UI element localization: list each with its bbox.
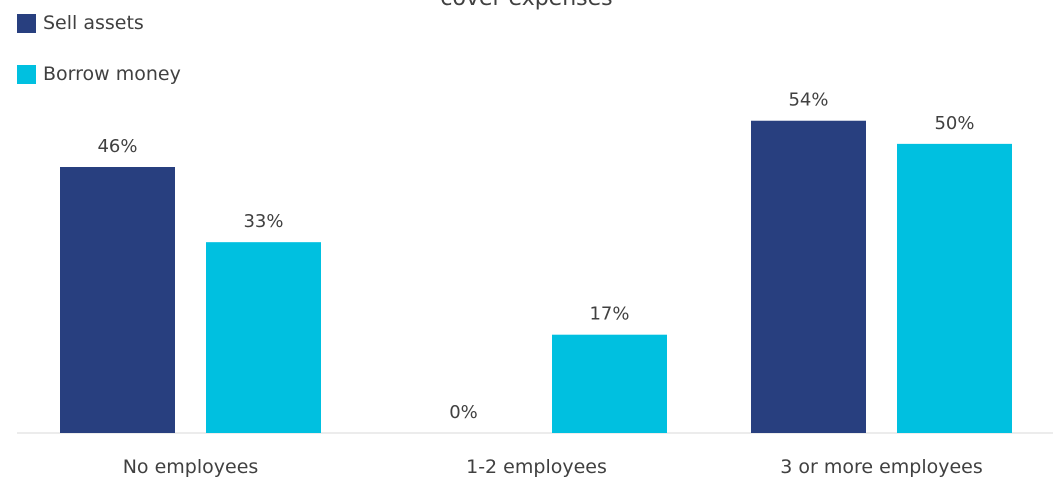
bar-sell-assets-no-employees (60, 167, 175, 433)
bar-borrow-money-no-employees (206, 242, 321, 433)
legend-swatch-sell-assets (17, 13, 36, 33)
legend-swatch-borrow-money (17, 64, 36, 84)
legend-label-sell-assets: Sell assets (43, 12, 144, 34)
data-label-borrow-money-3-or-more-employees: 50% (934, 113, 974, 134)
category-label-3-or-more-employees: 3 or more employees (780, 456, 983, 478)
legend-item-sell-assets: Sell assets (17, 12, 144, 34)
bar-borrow-money-1-2-employees (552, 334, 667, 433)
bar-borrow-money-3-or-more-employees (897, 143, 1012, 433)
data-label-sell-assets-no-employees: 46% (97, 136, 137, 157)
category-label-1-2-employees: 1-2 employees (466, 456, 607, 478)
data-label-sell-assets-3-or-more-employees: 54% (788, 90, 828, 111)
legend-label-borrow-money: Borrow money (43, 63, 181, 85)
chart-title: cover expenses (0, 0, 1053, 11)
data-label-borrow-money-no-employees: 33% (243, 211, 283, 232)
bar-sell-assets-3-or-more-employees (751, 120, 866, 433)
data-label-borrow-money-1-2-employees: 17% (589, 304, 629, 325)
legend-item-borrow-money: Borrow money (17, 63, 181, 85)
category-label-no-employees: No employees (123, 456, 259, 478)
data-label-sell-assets-1-2-employees: 0% (449, 402, 478, 423)
